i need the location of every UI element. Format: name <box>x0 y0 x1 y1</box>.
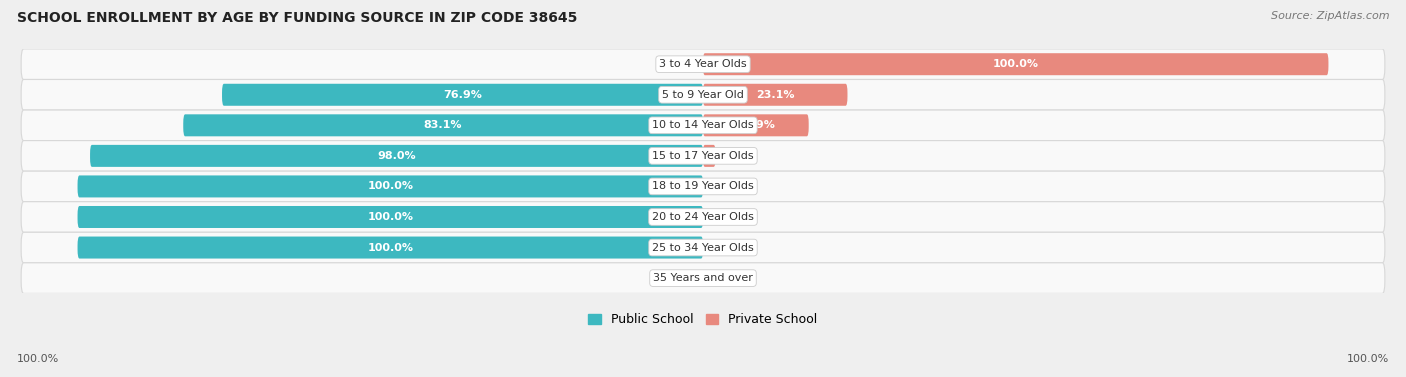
Text: 98.0%: 98.0% <box>377 151 416 161</box>
FancyBboxPatch shape <box>21 232 1385 263</box>
Text: 10 to 14 Year Olds: 10 to 14 Year Olds <box>652 120 754 130</box>
Text: 15 to 17 Year Olds: 15 to 17 Year Olds <box>652 151 754 161</box>
Text: 0.0%: 0.0% <box>716 212 744 222</box>
Text: 100.0%: 100.0% <box>367 242 413 253</box>
Text: 0.0%: 0.0% <box>716 181 744 192</box>
Text: 83.1%: 83.1% <box>423 120 463 130</box>
Text: 0.0%: 0.0% <box>662 273 690 283</box>
FancyBboxPatch shape <box>21 202 1385 232</box>
FancyBboxPatch shape <box>90 145 703 167</box>
Text: 100.0%: 100.0% <box>17 354 59 364</box>
FancyBboxPatch shape <box>222 84 703 106</box>
FancyBboxPatch shape <box>21 80 1385 110</box>
Text: 100.0%: 100.0% <box>993 59 1039 69</box>
Text: SCHOOL ENROLLMENT BY AGE BY FUNDING SOURCE IN ZIP CODE 38645: SCHOOL ENROLLMENT BY AGE BY FUNDING SOUR… <box>17 11 578 25</box>
FancyBboxPatch shape <box>21 263 1385 293</box>
FancyBboxPatch shape <box>77 206 703 228</box>
FancyBboxPatch shape <box>77 175 703 198</box>
Text: 35 Years and over: 35 Years and over <box>652 273 754 283</box>
Text: 5 to 9 Year Old: 5 to 9 Year Old <box>662 90 744 100</box>
FancyBboxPatch shape <box>703 145 716 167</box>
FancyBboxPatch shape <box>21 110 1385 141</box>
Text: 20 to 24 Year Olds: 20 to 24 Year Olds <box>652 212 754 222</box>
Text: Source: ZipAtlas.com: Source: ZipAtlas.com <box>1271 11 1389 21</box>
Legend: Public School, Private School: Public School, Private School <box>583 308 823 331</box>
Text: 76.9%: 76.9% <box>443 90 482 100</box>
Text: 25 to 34 Year Olds: 25 to 34 Year Olds <box>652 242 754 253</box>
Text: 0.0%: 0.0% <box>662 59 690 69</box>
Text: 100.0%: 100.0% <box>1347 354 1389 364</box>
Text: 3 to 4 Year Olds: 3 to 4 Year Olds <box>659 59 747 69</box>
FancyBboxPatch shape <box>703 84 848 106</box>
FancyBboxPatch shape <box>703 114 808 136</box>
Text: 18 to 19 Year Olds: 18 to 19 Year Olds <box>652 181 754 192</box>
Text: 2.0%: 2.0% <box>725 151 754 161</box>
FancyBboxPatch shape <box>21 49 1385 80</box>
FancyBboxPatch shape <box>21 171 1385 202</box>
Text: 100.0%: 100.0% <box>367 181 413 192</box>
Text: 23.1%: 23.1% <box>756 90 794 100</box>
Text: 0.0%: 0.0% <box>716 273 744 283</box>
Text: 0.0%: 0.0% <box>716 242 744 253</box>
FancyBboxPatch shape <box>77 236 703 259</box>
FancyBboxPatch shape <box>703 53 1329 75</box>
Text: 100.0%: 100.0% <box>367 212 413 222</box>
FancyBboxPatch shape <box>21 141 1385 171</box>
FancyBboxPatch shape <box>183 114 703 136</box>
Text: 16.9%: 16.9% <box>737 120 775 130</box>
